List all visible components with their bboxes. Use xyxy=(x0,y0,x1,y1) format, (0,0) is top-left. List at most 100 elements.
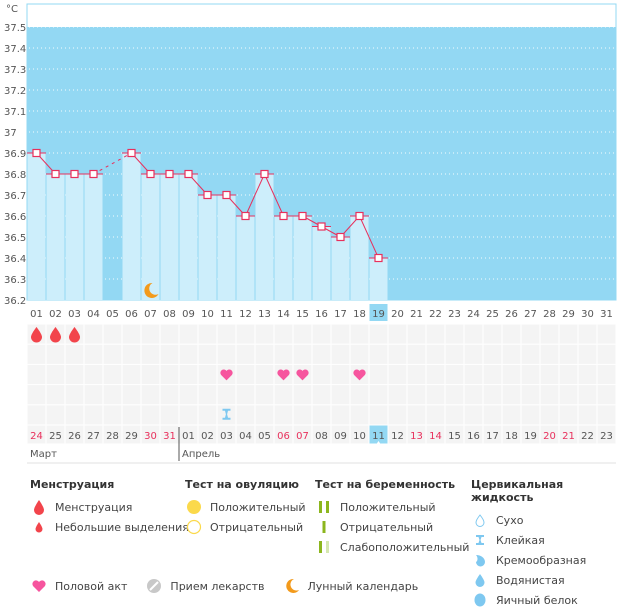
y-tick-label: 37 xyxy=(4,128,17,139)
marker-cell xyxy=(369,324,388,344)
calendar-date: 06 xyxy=(277,431,290,442)
marker-cell xyxy=(388,364,407,385)
marker-cell xyxy=(312,324,331,344)
marker-cell xyxy=(141,344,160,364)
marker-cell xyxy=(27,364,46,385)
filled-circle-icon xyxy=(185,499,203,515)
calendar-date: 31 xyxy=(163,431,176,442)
heart-icon xyxy=(220,369,233,381)
date-cell xyxy=(103,425,122,444)
marker-cell xyxy=(65,385,84,405)
x-tick-label: 14 xyxy=(277,309,290,320)
temperature-point xyxy=(127,148,136,158)
marker-cell xyxy=(597,385,616,405)
marker-cell xyxy=(160,324,179,344)
x-tick-label: 23 xyxy=(448,309,461,320)
legend-title: Тест на беременность xyxy=(315,478,456,491)
y-tick-label: 36.5 xyxy=(4,233,26,244)
x-tick-label: 31 xyxy=(600,309,613,320)
marker-cell xyxy=(388,385,407,405)
calendar-date: 12 xyxy=(391,431,404,442)
marker-cell xyxy=(103,324,122,344)
marker-cell xyxy=(388,405,407,425)
temperature-point xyxy=(336,232,345,242)
x-tick-label: 19 xyxy=(372,309,385,320)
marker-cell xyxy=(559,344,578,364)
marker-cell xyxy=(502,364,521,385)
marker-cell xyxy=(578,364,597,385)
temperature-point xyxy=(222,190,231,200)
calendar-date: 08 xyxy=(315,431,328,442)
calendar-date: 28 xyxy=(106,431,119,442)
marker-cell xyxy=(540,385,559,405)
calendar-date: 07 xyxy=(296,431,309,442)
date-cell xyxy=(141,425,160,444)
date-cell xyxy=(350,425,369,444)
marker-cell xyxy=(141,364,160,385)
y-tick-label: 36.3 xyxy=(4,275,26,286)
x-tick-label: 09 xyxy=(182,309,195,320)
temperature-bar xyxy=(179,174,198,300)
temperature-point xyxy=(32,148,41,158)
legend-item: Небольшие выделения xyxy=(30,517,189,537)
x-tick-label: 12 xyxy=(239,309,252,320)
marker-cell xyxy=(46,344,65,364)
marker-cell xyxy=(255,405,274,425)
calendar-date: 30 xyxy=(144,431,157,442)
date-cell xyxy=(559,425,578,444)
marker-cell xyxy=(407,405,426,425)
x-tick-label: 06 xyxy=(125,309,138,320)
marker-cell xyxy=(293,405,312,425)
date-cell xyxy=(597,425,616,444)
marker-cell xyxy=(426,324,445,344)
legend-title: Тест на овуляцию xyxy=(185,478,299,491)
marker-cell xyxy=(350,324,369,344)
x-tick-label: 01 xyxy=(30,309,43,320)
marker-cell xyxy=(65,344,84,364)
marker-cell xyxy=(84,344,103,364)
temperature-point xyxy=(260,169,269,179)
marker-cell xyxy=(141,385,160,405)
legend-item: Водянистая xyxy=(471,570,626,590)
date-cell xyxy=(65,425,84,444)
legend-other: Половой акт Прием лекарств Лунный календ… xyxy=(30,578,436,594)
calendar-date: 18 xyxy=(505,431,518,442)
date-cell xyxy=(122,425,141,444)
x-tick-label: 21 xyxy=(410,309,423,320)
x-tick-label: 24 xyxy=(467,309,480,320)
temperature-bar xyxy=(236,216,255,300)
marker-cell xyxy=(103,385,122,405)
x-tick-label: 30 xyxy=(581,309,594,320)
marker-cell xyxy=(502,405,521,425)
marker-cell xyxy=(521,364,540,385)
x-tick-label: 13 xyxy=(258,309,271,320)
temperature-bar xyxy=(369,258,388,300)
marker-cell xyxy=(331,324,350,344)
x-tick-label: 25 xyxy=(486,309,499,320)
y-unit-label: °C xyxy=(6,4,18,15)
marker-cell xyxy=(445,405,464,425)
legend-item: Лунный календарь xyxy=(283,578,418,594)
marker-cell xyxy=(293,344,312,364)
drop-icon xyxy=(69,327,80,343)
calendar-date: 23 xyxy=(600,431,613,442)
legend-item: Половой акт xyxy=(30,578,127,594)
temperature-line-gap xyxy=(93,152,132,175)
calendar-date: 09 xyxy=(334,431,347,442)
date-cell xyxy=(502,425,521,444)
temperature-bar xyxy=(217,195,236,300)
temperature-bar xyxy=(331,237,350,300)
marker-cell xyxy=(540,344,559,364)
calendar-date: 03 xyxy=(220,431,233,442)
marker-cell xyxy=(521,324,540,344)
date-cell xyxy=(331,425,350,444)
temperature-point xyxy=(355,211,364,221)
marker-cell xyxy=(407,385,426,405)
temperature-bar xyxy=(255,174,274,300)
temperature-point xyxy=(184,169,193,179)
temperature-point xyxy=(374,253,383,263)
moon-icon xyxy=(144,282,159,298)
x-tick-label: 16 xyxy=(315,309,328,320)
marker-cell xyxy=(312,344,331,364)
marker-cell xyxy=(521,344,540,364)
